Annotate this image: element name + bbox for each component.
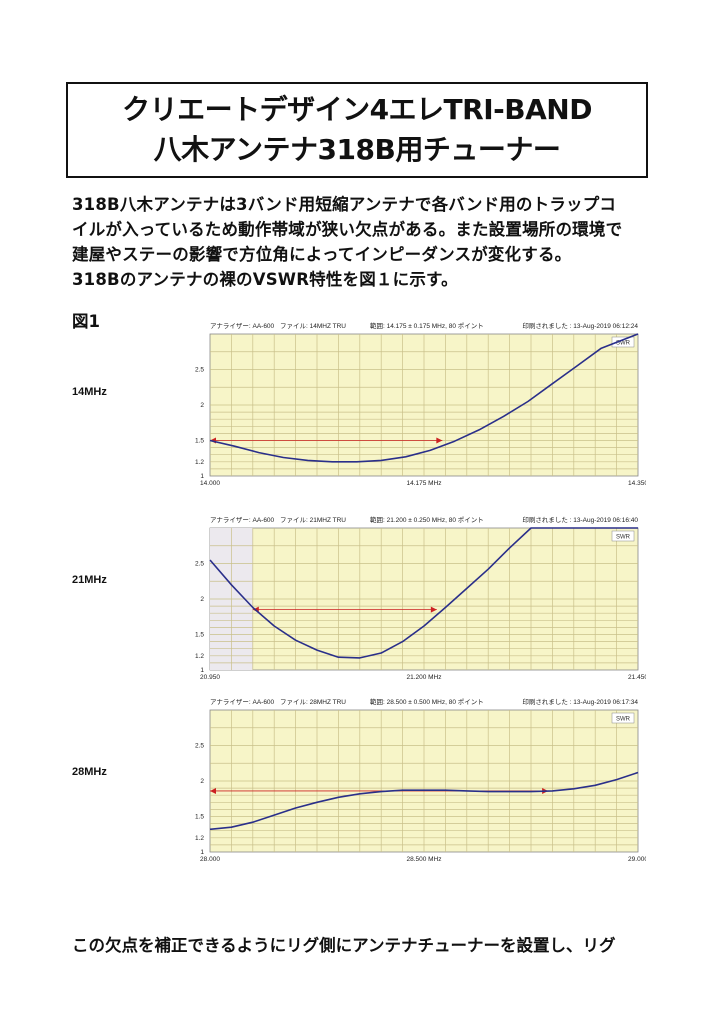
chart-header-printed: 印刷されました : 13-Aug-2019 06:12:24 [522,322,638,330]
band-label-21mhz: 21MHz [72,574,107,586]
paragraph-line: 318Bのアンテナの裸のVSWR特性を図１に示す。 [72,270,458,289]
y-tick-label: 2.5 [195,743,204,750]
band-label-28mhz: 28MHz [72,766,107,778]
x-tick-label: 29.000 [628,856,646,863]
y-tick-label: 1.2 [195,653,204,660]
swr-chart-svg: アナライザー: AA-600 ファイル: 14MHZ TRU 範囲: 14.175 … [195,321,646,487]
chart-header-file: ファイル: 21MHZ TRU [280,516,346,524]
marker-arrow-right [436,437,443,444]
swr-curve [209,527,638,659]
swr-chart-14mhz: アナライザー: AA-600 ファイル: 14MHZ TRU 範囲: 14.175 … [160,318,646,494]
swr-curve [209,333,639,463]
y-tick-label: 2.5 [195,561,204,568]
legend-box [611,712,635,724]
paragraph-line: 318B八木アンテナは3バンド用短縮アンテナで各バンド用のトラップコ [72,195,617,214]
paragraph-line: イルが入っているため動作帯域が狭い欠点がある。また設置場所の環境で [72,220,623,239]
title-box: クリエートデザイン4エレTRI-BAND 八木アンテナ318B用チューナー [66,82,648,178]
figure-label: 図1 [72,312,100,331]
x-tick-label: 14.175 MHz [406,480,441,487]
footer-text: この欠点を補正できるようにリグ側にアンテナチューナーを設置し、リグ [72,936,616,955]
swr-chart-svg: アナライザー: AA-600 ファイル: 28MHZ TRU 範囲: 28.500 … [195,697,646,863]
y-tick-label: 1 [200,667,204,674]
title-line-1: クリエートデザイン4エレTRI-BAND [122,93,592,126]
legend-label: SWR [616,535,631,541]
y-tick-label: 2.5 [195,367,204,374]
chart-header-printed: 印刷されました : 13-Aug-2019 06:16:40 [522,516,638,524]
chart-header-analyzer: アナライザー: AA-600 [210,698,275,706]
legend-box [611,336,635,348]
chart-header-range: 範囲: 14.175 ± 0.175 MHz, 80 ポイント [370,321,484,330]
x-tick-label: 21.200 MHz [406,674,441,681]
chart-header-range: 範囲: 21.200 ± 0.250 MHz, 80 ポイント [370,515,484,524]
x-tick-label: 28.500 MHz [406,856,441,863]
y-tick-label: 1 [200,849,204,856]
chart-header-analyzer: アナライザー: AA-600 [210,322,275,330]
y-tick-label: 1.5 [195,438,204,445]
marker-arrow-right [430,606,437,613]
y-tick-label: 1.5 [195,814,204,821]
intro-paragraph: 318B八木アンテナは3バンド用短縮アンテナで各バンド用のトラップコ イルが入っ… [72,192,662,292]
title-line-2: 八木アンテナ318B用チューナー [153,133,561,166]
x-tick-label: 28.000 [200,856,220,863]
y-tick-label: 2 [200,402,204,409]
chart-header-range: 範囲: 28.500 ± 0.500 MHz, 80 ポイント [370,697,484,706]
legend-box [611,530,635,542]
swr-curve [209,771,639,831]
swr-chart-svg: アナライザー: AA-600 ファイル: 21MHZ TRU 範囲: 21.200 … [195,515,646,681]
x-tick-label: 20.950 [200,674,220,681]
legend-label: SWR [616,341,631,347]
x-tick-label: 14.350 [628,480,646,487]
y-tick-label: 1.2 [195,459,204,466]
swr-chart-28mhz: アナライザー: AA-600 ファイル: 28MHZ TRU 範囲: 28.500 … [160,694,646,870]
y-tick-label: 1.2 [195,835,204,842]
chart-header-file: ファイル: 28MHZ TRU [280,698,346,706]
band-label-14mhz: 14MHz [72,386,107,398]
x-tick-label: 14.000 [200,480,220,487]
paragraph-line: 建屋やステーの影響で方位角によってインピーダンスが変化する。 [72,245,572,264]
y-tick-label: 2 [200,596,204,603]
chart-header-analyzer: アナライザー: AA-600 [210,516,275,524]
marker-arrow-left [210,787,216,794]
chart-header-file: ファイル: 14MHZ TRU [280,322,346,330]
legend-label: SWR [616,717,631,723]
chart-header-printed: 印刷されました : 13-Aug-2019 06:17:34 [522,698,638,706]
y-tick-label: 2 [200,778,204,785]
x-tick-label: 21.450 [628,674,646,681]
swr-chart-21mhz: アナライザー: AA-600 ファイル: 21MHZ TRU 範囲: 21.200 … [160,512,646,688]
y-tick-label: 1.5 [195,632,204,639]
y-tick-label: 1 [200,473,204,480]
